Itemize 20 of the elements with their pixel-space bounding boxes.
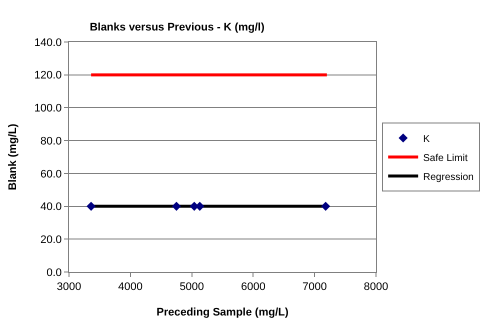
y-tick-label: 80.0 bbox=[40, 135, 62, 148]
y-tick-label: 120.0 bbox=[34, 70, 62, 82]
y-tick-label: 140.0 bbox=[34, 36, 62, 49]
y-tick-label: 0.0 bbox=[46, 266, 62, 279]
x-tick-label: 3000 bbox=[56, 281, 82, 294]
y-tick-label: 60.0 bbox=[40, 168, 62, 180]
legend-label: K bbox=[423, 134, 430, 145]
x-tick-label: 8000 bbox=[364, 281, 388, 294]
x-tick-label: 5000 bbox=[180, 281, 204, 294]
y-tick-label: 40.0 bbox=[40, 201, 62, 214]
y-tick-label: 20.0 bbox=[40, 234, 62, 246]
legend-label: Safe Limit bbox=[423, 152, 468, 164]
y-axis-title: Blank (mg/L) bbox=[6, 123, 19, 190]
x-axis-title: Preceding Sample (mg/L) bbox=[156, 306, 289, 318]
y-tick-label: 100.0 bbox=[34, 102, 62, 115]
x-tick-label: 6000 bbox=[240, 281, 266, 294]
chart-title: Blanks versus Previous - K (mg/l) bbox=[90, 22, 265, 34]
x-tick-label: 7000 bbox=[302, 281, 327, 294]
legend-label: Regression bbox=[423, 172, 474, 183]
x-tick-label: 4000 bbox=[118, 281, 143, 294]
